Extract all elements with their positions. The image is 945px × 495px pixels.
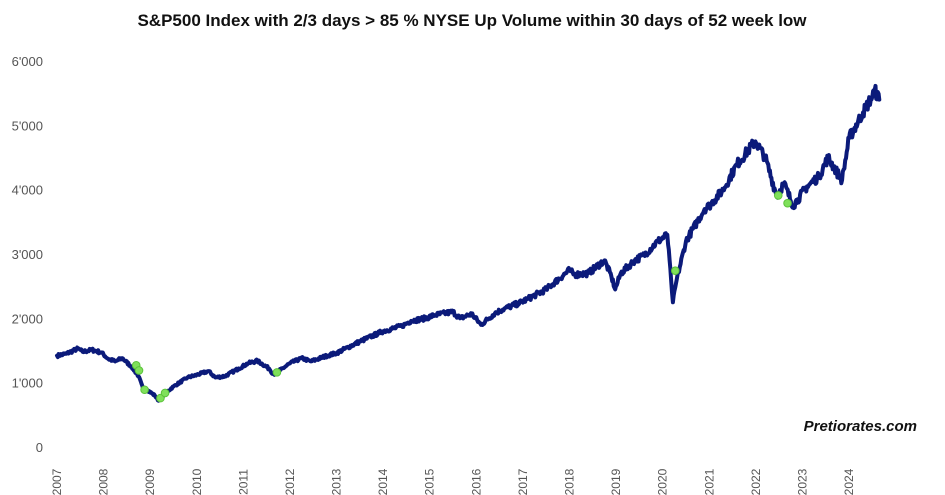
x-tick-label: 2018 — [563, 468, 577, 495]
signal-point — [160, 388, 170, 398]
x-tick-label: 2021 — [702, 468, 716, 495]
signal-point — [272, 368, 282, 377]
chart-title: S&P500 Index with 2/3 days > 85 % NYSE U… — [137, 11, 807, 30]
x-tick-label: 2020 — [656, 468, 670, 495]
source-watermark: Pretiorates.com — [804, 418, 917, 435]
y-tick-label: 3'000 — [12, 247, 43, 262]
x-tick-label: 2023 — [795, 468, 809, 495]
signal-point — [783, 198, 792, 208]
x-tick-label: 2013 — [330, 468, 344, 495]
x-axis: 2007 2008 2009 2010 2011 2012 2013 2014 2015 2016… — [50, 468, 856, 495]
x-tick-label: 2011 — [236, 469, 250, 495]
signal-markers — [131, 191, 792, 403]
y-tick-label: 1'000 — [12, 376, 43, 391]
sp500-line — [55, 83, 882, 403]
y-tick-label: 4'000 — [12, 183, 43, 198]
y-tick-label: 2'000 — [12, 311, 43, 326]
x-tick-label: 2014 — [376, 468, 390, 495]
signal-point — [773, 191, 783, 200]
x-tick-label: 2017 — [516, 468, 530, 495]
x-tick-label: 2022 — [749, 468, 763, 495]
y-tick-label: 0 — [36, 440, 43, 455]
x-tick-label: 2015 — [423, 468, 437, 495]
signal-point — [140, 385, 149, 395]
signal-point — [134, 366, 144, 375]
y-tick-label: 6'000 — [12, 54, 43, 69]
plot-area — [55, 83, 882, 403]
x-tick-label: 2016 — [469, 468, 483, 495]
y-axis: 0 1'000 2'000 3'000 4'000 5'000 6'000 — [12, 54, 43, 455]
x-tick-label: 2009 — [143, 468, 157, 495]
y-tick-label: 5'000 — [12, 118, 43, 133]
x-tick-label: 2012 — [283, 468, 297, 495]
x-tick-label: 2008 — [97, 468, 111, 495]
x-tick-label: 2007 — [50, 468, 64, 495]
x-tick-label: 2010 — [190, 468, 204, 495]
x-tick-label: 2019 — [609, 468, 623, 495]
signal-point — [670, 266, 680, 276]
x-tick-label: 2024 — [842, 468, 856, 495]
